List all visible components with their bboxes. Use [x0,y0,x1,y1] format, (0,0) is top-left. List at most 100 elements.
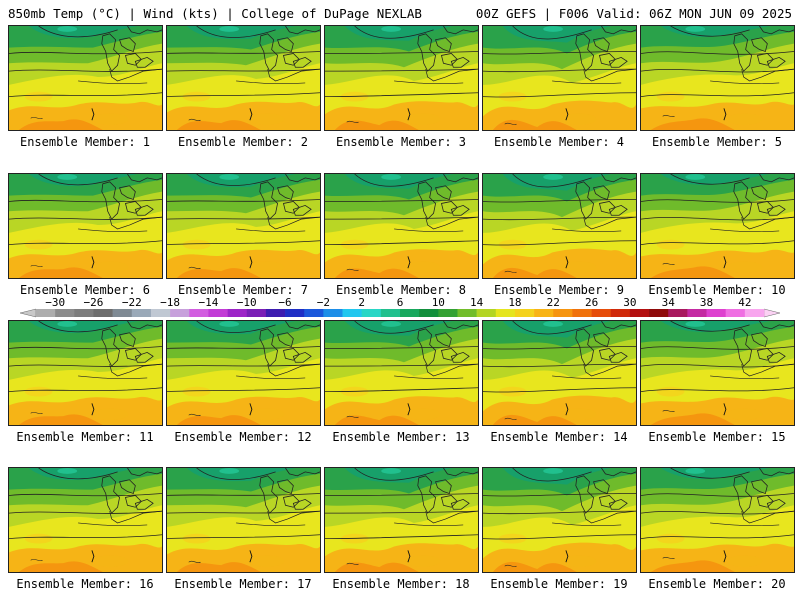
ensemble-member-label: Ensemble Member: 14 [490,430,628,444]
colorbar-swatch [514,309,535,317]
ensemble-member-label: Ensemble Member: 4 [493,135,625,149]
colorbar-tick-label: −22 [122,296,142,309]
ensemble-member-label: Ensemble Member: 9 [493,283,625,297]
colorbar-swatch [419,309,439,317]
colorbar-swatch [610,309,631,317]
colorbar-swatch [342,309,362,317]
ensemble-member-label: Ensemble Member: 11 [16,430,154,444]
ensemble-member-map-19 [482,467,637,573]
colorbar-swatch [74,309,94,317]
ensemble-member-map-12 [166,320,321,426]
colorbar-high-arrow [763,308,781,318]
colorbar-tick-label: 6 [397,296,404,309]
ensemble-member-map-8 [324,173,479,279]
colorbar-tick-label: −6 [278,296,291,309]
colorbar-low-arrow [19,308,37,318]
colorbar-swatch [457,309,477,317]
colorbar-swatch [725,309,746,317]
ensemble-member-label: Ensemble Member: 5 [651,135,783,149]
ensemble-member-label: Ensemble Member: 17 [174,577,312,591]
ensemble-member-map-16 [8,467,163,573]
ensemble-member-label: Ensemble Member: 2 [177,135,309,149]
ensemble-member-label: Ensemble Member: 10 [648,283,786,297]
colorbar-swatch [553,309,573,317]
ensemble-member-label: Ensemble Member: 8 [335,283,467,297]
colorbar-swatch [629,309,650,317]
model-run-info: 00Z GEFS | F006 Valid: 06Z MON JUN 09 20… [475,6,792,21]
ensemble-member-label: Ensemble Member: 12 [174,430,312,444]
ensemble-member-map-7 [166,173,321,279]
colorbar-swatch [572,309,592,317]
colorbar-tick-label: −26 [84,296,104,309]
ensemble-member-map-4 [482,25,637,131]
colorbar-swatch [246,309,267,317]
ensemble-member-map-5 [640,25,795,131]
temperature-colorbar: −30 −26 −22 −18 −14 −10 −6 −2 2 6 10 14 18 22 26 30 34 38… [19,296,781,318]
ensemble-member-label: Ensemble Member: 15 [648,430,786,444]
ensemble-member-map-10 [640,173,795,279]
colorbar-tick-label: 26 [585,296,598,309]
colorbar-tick-label: 14 [470,296,484,309]
colorbar-swatch [170,309,190,317]
ensemble-member-label: Ensemble Member: 16 [16,577,154,591]
colorbar-swatch [668,309,688,317]
colorbar-swatch [400,309,420,317]
ensemble-member-map-13 [324,320,479,426]
colorbar-swatch [534,309,554,317]
colorbar-swatch [112,309,133,317]
colorbar-swatch [150,309,171,317]
colorbar-swatch [744,309,765,317]
colorbar-swatch [285,309,305,317]
colorbar-tick-label: 34 [662,296,676,309]
colorbar-swatch [380,309,401,317]
ensemble-member-label: Ensemble Member: 6 [19,283,151,297]
colorbar-tick-label: −30 [45,296,65,309]
colorbar-swatch [93,309,113,317]
colorbar-tick-label: −14 [198,296,218,309]
colorbar-swatch [591,309,612,317]
colorbar-swatch [706,309,726,317]
ensemble-member-map-18 [324,467,479,573]
map-title: 850mb Temp (°C) | Wind (kts) | College o… [8,6,422,21]
ensemble-member-map-14 [482,320,637,426]
colorbar-tick-label: 30 [623,296,636,309]
colorbar-tick-label: 22 [547,296,560,309]
colorbar-swatch [361,309,382,317]
ensemble-member-label: Ensemble Member: 20 [648,577,786,591]
colorbar-tick-label: −2 [317,296,330,309]
colorbar-swatch [649,309,669,317]
colorbar-tick-label: 42 [738,296,751,309]
colorbar-tick-label: 10 [432,296,445,309]
colorbar-swatch [438,309,458,317]
ensemble-member-map-11 [8,320,163,426]
ensemble-member-map-2 [166,25,321,131]
ensemble-member-label: Ensemble Member: 1 [19,135,151,149]
colorbar-swatch [208,309,228,317]
colorbar-swatch [495,309,516,317]
colorbar-swatch [55,309,75,317]
colorbar-swatch [227,309,248,317]
ensemble-member-label: Ensemble Member: 19 [490,577,628,591]
colorbar-tick-label: −10 [237,296,257,309]
ensemble-member-map-15 [640,320,795,426]
ensemble-member-map-1 [8,25,163,131]
colorbar-tick-label: −18 [160,296,180,309]
ensemble-member-label: Ensemble Member: 18 [332,577,470,591]
colorbar-tick-label: 18 [508,296,521,309]
ensemble-member-map-6 [8,173,163,279]
ensemble-member-map-17 [166,467,321,573]
colorbar-swatch [476,309,497,317]
colorbar-swatch [189,309,209,317]
colorbar-swatch [304,309,324,317]
colorbar-swatch [687,309,707,317]
ensemble-member-label: Ensemble Member: 13 [332,430,470,444]
ensemble-member-label: Ensemble Member: 3 [335,135,467,149]
colorbar-swatch [131,309,152,317]
ensemble-member-label: Ensemble Member: 7 [177,283,309,297]
colorbar-swatch [323,309,343,317]
ensemble-member-map-20 [640,467,795,573]
ensemble-member-map-3 [324,25,479,131]
ensemble-member-map-9 [482,173,637,279]
colorbar-tick-label: 38 [700,296,713,309]
colorbar-tick-label: 2 [358,296,365,309]
